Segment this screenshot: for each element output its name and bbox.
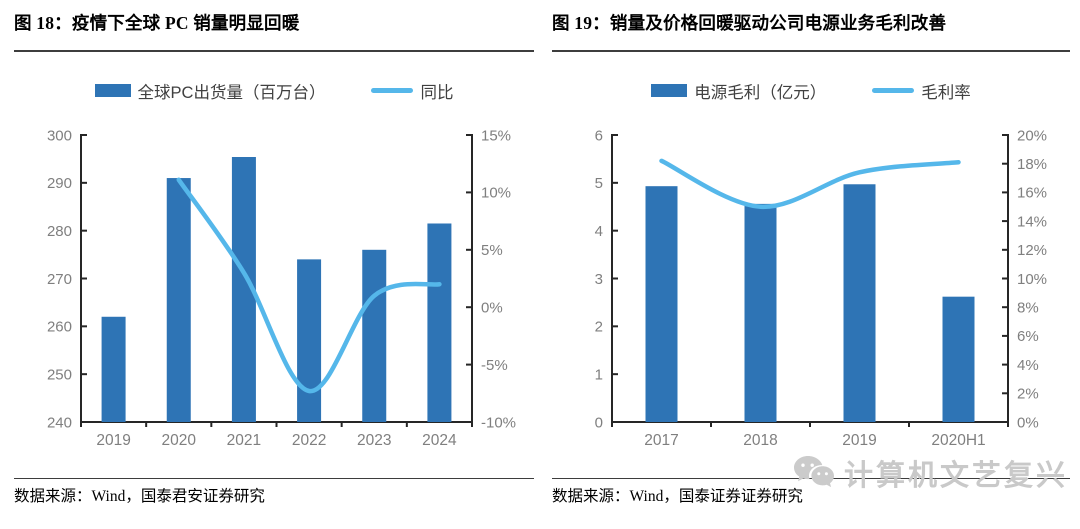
- figure-18-source: 数据来源：Wind，国泰君安证券研究: [14, 488, 265, 506]
- category-label: 2022: [292, 432, 326, 449]
- axis-tick-labels: 300 290 280 270 260 250 240 15% 10% 5% 0% -5% -10% 20…: [47, 128, 516, 449]
- category-label: 2019: [842, 432, 876, 449]
- legend-item-bar: 全球PC出货量（百万台）: [94, 79, 326, 103]
- right-axis-tick-label: 10%: [481, 184, 511, 201]
- axis-tick-labels: 6 5 4 3 2 1 0 20% 18% 16% 14% 12% 10% 8% 6% 4% 2% 0% 2017 2…: [595, 128, 1047, 449]
- bar-2020: [166, 177, 191, 422]
- left-axis-tick-label: 260: [47, 318, 72, 335]
- figure-19-legend: 电源毛利（亿元） 毛利率: [552, 52, 1070, 128]
- right-axis-tick-label: 6%: [1017, 328, 1039, 345]
- bar-2022: [297, 258, 322, 422]
- axes: [611, 133, 1009, 427]
- right-axis-tick-label: -5%: [481, 356, 508, 373]
- right-axis-tick-label: 14%: [1017, 213, 1047, 230]
- figure-18-title: 图 18：疫情下全球 PC 销量明显回暖: [14, 13, 300, 33]
- right-axis-tick-label: -10%: [481, 414, 516, 431]
- left-axis-tick-label: 5: [595, 175, 603, 192]
- category-label: 2020H1: [931, 432, 985, 449]
- bar-2024: [427, 223, 452, 422]
- line-swatch: [371, 88, 414, 93]
- left-axis-tick-label: 240: [47, 414, 72, 431]
- watermark-text: 计算机文艺复兴: [843, 460, 1068, 492]
- legend-label: 同比: [420, 83, 454, 102]
- figure-19-title: 图 19：销量及价格回暖驱动公司电源业务毛利改善: [552, 13, 947, 33]
- bar-2019: [843, 183, 876, 422]
- legend-item-bar: 电源毛利（亿元）: [651, 79, 826, 103]
- right-axis-tick-label: 10%: [1017, 270, 1047, 287]
- figure-18-legend: 全球PC出货量（百万台） 同比: [14, 52, 534, 128]
- right-axis-tick-label: 16%: [1017, 184, 1047, 201]
- category-label: 2018: [743, 432, 777, 449]
- right-axis-tick-label: 18%: [1017, 156, 1047, 173]
- source-divider: [552, 477, 1070, 480]
- category-label: 2020: [162, 432, 197, 449]
- left-axis-tick-label: 4: [595, 223, 603, 240]
- right-axis-tick-label: 8%: [1017, 299, 1039, 316]
- left-axis-tick-label: 0: [595, 414, 603, 431]
- legend-item-line: 同比: [371, 79, 453, 103]
- category-label: 2024: [422, 432, 457, 449]
- global-pc-shipments-chart: 300 290 280 270 260 250 240 15% 10% 5% 0% -5% -10% 20…: [47, 128, 516, 449]
- bar-series: [101, 156, 452, 422]
- left-axis-tick-label: 280: [47, 223, 72, 240]
- line-swatch: [872, 88, 915, 93]
- title-divider: [552, 50, 1070, 52]
- bar-2020H1: [942, 296, 975, 422]
- bar-2019: [101, 316, 126, 422]
- axes: [80, 133, 473, 427]
- left-axis-tick-label: 250: [47, 366, 72, 383]
- category-label: 2017: [644, 432, 678, 449]
- title-divider: [14, 50, 534, 52]
- legend-item-line: 毛利率: [872, 79, 971, 103]
- left-axis-tick-label: 6: [595, 128, 603, 144]
- source-divider: [14, 477, 534, 480]
- right-axis-tick-label: 15%: [481, 128, 511, 144]
- legend-label: 全球PC出货量（百万台）: [137, 83, 326, 102]
- power-gross-profit-chart: 6 5 4 3 2 1 0 20% 18% 16% 14% 12% 10% 8% 6% 4% 2% 0% 2017 2…: [595, 128, 1047, 449]
- left-axis-tick-label: 3: [595, 270, 603, 287]
- category-label: 2019: [96, 432, 130, 449]
- right-axis-tick-label: 2%: [1017, 385, 1039, 402]
- right-axis-tick-label: 0%: [1017, 414, 1039, 431]
- right-axis-tick-label: 0%: [481, 299, 503, 316]
- left-axis-tick-label: 270: [47, 270, 72, 287]
- category-label: 2021: [227, 432, 261, 449]
- figure-19-panel: 图 19：销量及价格回暖驱动公司电源业务毛利改善 电源毛利（亿元） 毛利率 6 5…: [540, 0, 1080, 529]
- bar-2018: [744, 203, 777, 422]
- bar-2023: [362, 249, 387, 422]
- legend-label: 毛利率: [921, 83, 971, 102]
- bar-swatch: [651, 84, 688, 98]
- figure-19-source: 数据来源：Wind，国泰证券证券研究: [552, 488, 803, 506]
- figure-18-panel: 图 18：疫情下全球 PC 销量明显回暖 全球PC出货量（百万台） 同比 300…: [14, 13, 534, 506]
- right-axis-tick-label: 5%: [481, 242, 503, 259]
- right-axis-tick-label: 4%: [1017, 356, 1039, 373]
- bar-series: [645, 183, 975, 422]
- watermark: 计算机文艺复兴: [792, 452, 1068, 494]
- legend-label: 电源毛利（亿元）: [694, 83, 827, 102]
- left-axis-tick-label: 290: [47, 175, 72, 192]
- bar-swatch: [94, 84, 131, 98]
- category-label: 2023: [357, 432, 391, 449]
- left-axis-tick-label: 2: [595, 318, 603, 335]
- right-axis-tick-label: 20%: [1017, 128, 1047, 144]
- wechat-icon: [793, 456, 834, 488]
- left-axis-tick-label: 1: [595, 366, 603, 383]
- right-axis-tick-label: 12%: [1017, 242, 1047, 259]
- bar-2017: [645, 185, 678, 422]
- line-series: [176, 177, 442, 393]
- line-series: [659, 158, 961, 209]
- left-axis-tick-label: 300: [47, 128, 72, 144]
